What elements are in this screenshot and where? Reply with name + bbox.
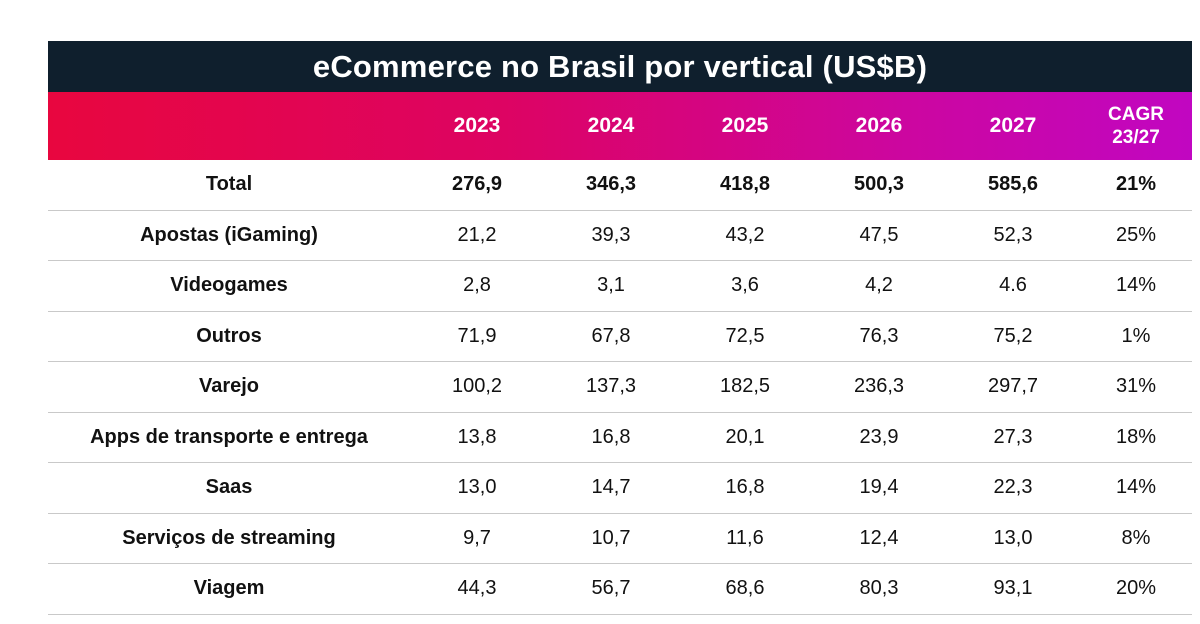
cagr-cell: 1% [1121,324,1151,347]
value-cell-2025: 16,8 [725,476,765,499]
value-cell-2024: 39,3 [591,223,631,246]
value-cell-2026: 12,4 [859,526,899,549]
value-cell-2024: 14,7 [591,476,631,499]
value-cell-2025: 182,5 [719,375,771,398]
value-cell-2023: 2,8 [463,274,491,297]
header-year-2026: 2026 [855,114,903,137]
row-label: Total [205,173,253,196]
header-year-2023: 2023 [453,114,501,137]
value-cell-2024: 3,1 [597,274,625,297]
table-row: Videogames 2,8 3,1 3,6 4,2 4.6 14% [48,261,1192,312]
value-cell-2027: 585,6 [987,173,1039,196]
value-cell-2024: 56,7 [591,577,631,600]
value-cell-2025: 68,6 [725,577,765,600]
cagr-cell: 14% [1115,476,1157,499]
cagr-cell: 31% [1115,375,1157,398]
row-label: Apps de transporte e entrega [90,425,368,448]
value-cell-2027: 297,7 [987,375,1039,398]
value-cell-2027: 27,3 [993,425,1033,448]
table-row: Serviços de streaming 9,7 10,7 11,6 12,4 13,0… [48,514,1192,564]
header-year-2025: 2025 [721,114,769,137]
cagr-cell: 20% [1115,577,1157,600]
value-cell-2024: 137,3 [585,375,637,398]
value-cell-2026: 80,3 [859,577,899,600]
value-cell-2027: 4.6 [999,274,1027,297]
value-cell-2025: 3,6 [731,274,759,297]
value-cell-2026: 47,5 [859,223,899,246]
value-cell-2023: 100,2 [451,375,503,398]
value-cell-2027: 13,0 [993,526,1033,549]
value-cell-2024: 67,8 [591,324,631,347]
table-row: Outros 71,9 67,8 72,5 76,3 75,2 1% [48,312,1192,362]
value-cell-2025: 72,5 [725,324,765,347]
value-cell-2026: 19,4 [859,476,899,499]
row-label: Varejo [198,375,260,398]
table-title: eCommerce no Brasil por vertical (US$B) [48,41,1192,92]
value-cell-2023: 276,9 [451,173,503,196]
row-label: Saas [205,476,253,499]
row-label: Serviços de streaming [122,526,336,549]
cagr-cell: 14% [1115,274,1157,297]
value-cell-2025: 20,1 [725,425,765,448]
value-cell-2026: 236,3 [853,375,905,398]
value-cell-2024: 346,3 [585,173,637,196]
row-label: Outros [196,324,262,347]
value-cell-2026: 500,3 [853,173,905,196]
table-row: Varejo 100,2 137,3 182,5 236,3 297,7 31% [48,362,1192,413]
ecommerce-table: eCommerce no Brasil por vertical (US$B) … [48,41,1192,615]
value-cell-2027: 75,2 [993,324,1033,347]
table-row-total: Total 276,9 346,3 418,8 500,3 585,6 21% [48,160,1192,211]
value-cell-2027: 22,3 [993,476,1033,499]
cagr-cell: 18% [1115,425,1157,448]
value-cell-2024: 10,7 [591,526,631,549]
value-cell-2025: 43,2 [725,223,765,246]
value-cell-2023: 71,9 [457,324,497,347]
value-cell-2025: 418,8 [719,173,771,196]
value-cell-2023: 21,2 [457,223,497,246]
value-cell-2023: 44,3 [457,577,497,600]
value-cell-2024: 16,8 [591,425,631,448]
cagr-cell: 21% [1115,173,1157,196]
table-row: Viagem 44,3 56,7 68,6 80,3 93,1 20% [48,564,1192,615]
row-label: Apostas (iGaming) [140,223,318,246]
row-label: Videogames [170,274,288,297]
header-row: 2023 2024 2025 2026 2027 CAGR 23/27 [48,92,1192,160]
value-cell-2023: 13,0 [457,476,497,499]
header-cagr: CAGR 23/27 [1108,104,1164,148]
header-year-2027: 2027 [989,114,1037,137]
table-row: Apostas (iGaming) 21,2 39,3 43,2 47,5 52,3 25% [48,211,1192,261]
value-cell-2025: 11,6 [726,526,764,549]
table-body: Total 276,9 346,3 418,8 500,3 585,6 21% Apostas… [48,160,1192,615]
row-label: Viagem [193,577,265,600]
value-cell-2026: 76,3 [859,324,899,347]
value-cell-2023: 13,8 [457,425,497,448]
header-year-2024: 2024 [587,114,635,137]
value-cell-2026: 23,9 [859,425,899,448]
value-cell-2027: 93,1 [993,577,1033,600]
cagr-cell: 25% [1115,223,1157,246]
value-cell-2026: 4,2 [865,274,893,297]
value-cell-2027: 52,3 [993,223,1033,246]
value-cell-2023: 9,7 [463,526,491,549]
cagr-cell: 8% [1121,526,1151,549]
table-row: Saas 13,0 14,7 16,8 19,4 22,3 14% [48,463,1192,514]
table-row: Apps de transporte e entrega 13,8 16,8 20,1… [48,413,1192,463]
